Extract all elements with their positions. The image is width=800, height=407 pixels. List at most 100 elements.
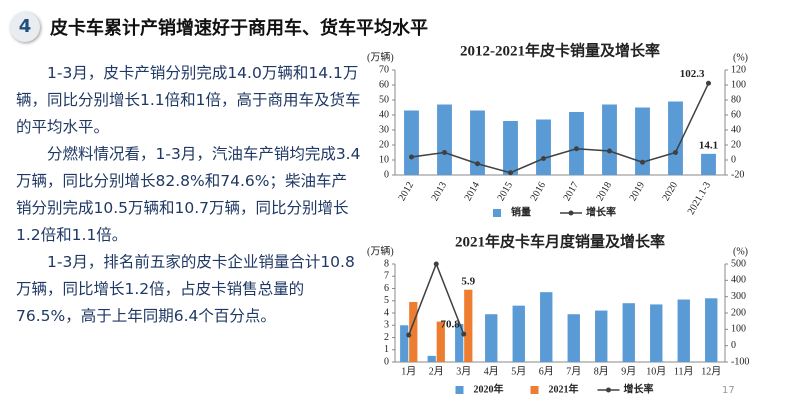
y2-tick-label: 0 — [731, 154, 736, 165]
y2-tick-label: -20 — [731, 169, 744, 180]
bar — [464, 289, 473, 362]
bar — [602, 104, 617, 175]
legend-swatch — [606, 387, 611, 393]
bar — [470, 110, 485, 175]
y-axis-label: (万辆) — [367, 244, 394, 257]
legend-swatch — [568, 210, 574, 216]
y-tick-label: 6 — [384, 283, 389, 294]
y2-tick-label: 400 — [731, 275, 746, 286]
body-text: 1-3月，皮卡产销分别完成14.0万辆和14.1万辆，同比分别增长1.1倍和1倍… — [16, 60, 362, 330]
page-number: 17 — [722, 385, 735, 396]
x-tick-label: 10月 — [646, 365, 666, 377]
y-tick-label: 2 — [384, 332, 389, 343]
data-label: 102.3 — [680, 68, 705, 80]
y-tick-label: 1 — [384, 344, 389, 355]
y2-tick-label: 100 — [731, 324, 746, 335]
data-label: 14.1 — [699, 139, 718, 151]
bar — [404, 110, 419, 175]
bar — [400, 325, 409, 362]
legend-label: 2020年 — [474, 382, 504, 395]
x-tick-label: 9月 — [621, 365, 636, 377]
y2-tick-label: 500 — [731, 258, 746, 269]
bar — [540, 292, 553, 362]
x-tick-label: 2019 — [628, 180, 648, 203]
bar — [668, 101, 683, 175]
x-tick-label: 2015 — [496, 180, 516, 203]
slide-title: 皮卡车累计产销增速好于商用车、货车平均水平 — [50, 18, 428, 39]
x-tick-label: 2020 — [661, 180, 681, 203]
y2-axis-label: (%) — [733, 52, 748, 63]
legend-swatch — [530, 386, 539, 394]
y-tick-label: 60 — [379, 79, 389, 90]
bar — [677, 299, 690, 362]
x-tick-label: 4月 — [484, 365, 499, 377]
x-tick-label: 12月 — [701, 365, 721, 377]
y2-tick-label: 120 — [731, 64, 746, 75]
y-axis-label: (万辆) — [367, 50, 394, 63]
paragraph: 分燃料情况看，1-3月，汽油车产销均完成3.4万辆，同比分别增长82.8%和74… — [16, 145, 361, 244]
section-number: 4 — [10, 12, 40, 42]
y-tick-label: 20 — [379, 139, 389, 150]
y2-tick-label: 80 — [731, 94, 741, 105]
y2-tick-label: 300 — [731, 291, 746, 302]
y2-tick-label: 200 — [731, 307, 746, 318]
x-tick-label: 2014 — [463, 180, 483, 203]
x-tick-label: 8月 — [594, 365, 609, 377]
y-tick-label: 8 — [384, 258, 389, 269]
y2-tick-label: 60 — [731, 109, 741, 120]
bar — [567, 314, 580, 362]
x-tick-label: 3月 — [456, 365, 471, 377]
y2-tick-label: 0 — [731, 340, 736, 351]
x-tick-label: 5月 — [511, 365, 526, 377]
y-tick-label: 0 — [384, 169, 389, 180]
bar — [701, 153, 716, 175]
data-label: 5.9 — [461, 275, 475, 287]
bar — [455, 324, 464, 362]
y-tick-label: 70 — [379, 64, 389, 75]
bar — [503, 121, 518, 175]
legend-swatch — [455, 386, 464, 394]
bar — [536, 119, 551, 175]
y2-tick-label: 20 — [731, 139, 741, 150]
y-tick-label: 3 — [384, 320, 389, 331]
paragraph: 1-3月，排名前五家的皮卡企业销量合计10.8万辆，同比增长1.2倍，占皮卡销售… — [16, 253, 355, 325]
data-label: 70.8 — [441, 319, 461, 331]
x-tick-label: 1月 — [401, 365, 416, 377]
bar — [512, 305, 525, 362]
chart-title: 2012-2021年皮卡销量及增长率 — [460, 41, 660, 59]
x-tick-label: 2月 — [429, 365, 444, 377]
x-tick-label: 2016 — [529, 180, 549, 203]
y-tick-label: 7 — [384, 271, 389, 282]
y2-tick-label: 100 — [731, 79, 746, 90]
bar — [635, 107, 650, 175]
chart-title: 2021年皮卡车月度销量及增长率 — [455, 232, 665, 250]
paragraph: 1-3月，皮卡产销分别完成14.0万辆和14.1万辆，同比分别增长1.1倍和1倍… — [16, 64, 361, 136]
x-tick-label: 2021.1-3 — [686, 180, 713, 217]
bar — [427, 355, 436, 362]
y-tick-label: 0 — [384, 356, 389, 367]
y-tick-label: 10 — [379, 154, 389, 165]
line — [408, 261, 465, 336]
bar — [622, 303, 635, 362]
bar — [705, 298, 718, 362]
legend-label: 增长率 — [624, 382, 654, 395]
legend-label: 销量 — [511, 205, 531, 218]
x-tick-label: 2018 — [595, 180, 615, 203]
x-tick-label: 2013 — [430, 180, 450, 203]
x-tick-label: 6月 — [539, 365, 554, 377]
y2-tick-label: 40 — [731, 124, 741, 135]
y-tick-label: 4 — [384, 307, 389, 318]
legend-label: 增长率 — [586, 205, 616, 218]
legend-label: 2021年 — [549, 382, 579, 395]
x-tick-label: 11月 — [674, 365, 694, 377]
x-tick-label: 7月 — [566, 365, 581, 377]
bar — [409, 301, 418, 362]
line — [411, 82, 710, 174]
bar — [569, 112, 584, 175]
y-tick-label: 30 — [379, 124, 389, 135]
legend-swatch — [493, 209, 501, 217]
bar — [650, 304, 663, 362]
y-tick-label: 5 — [384, 295, 389, 306]
